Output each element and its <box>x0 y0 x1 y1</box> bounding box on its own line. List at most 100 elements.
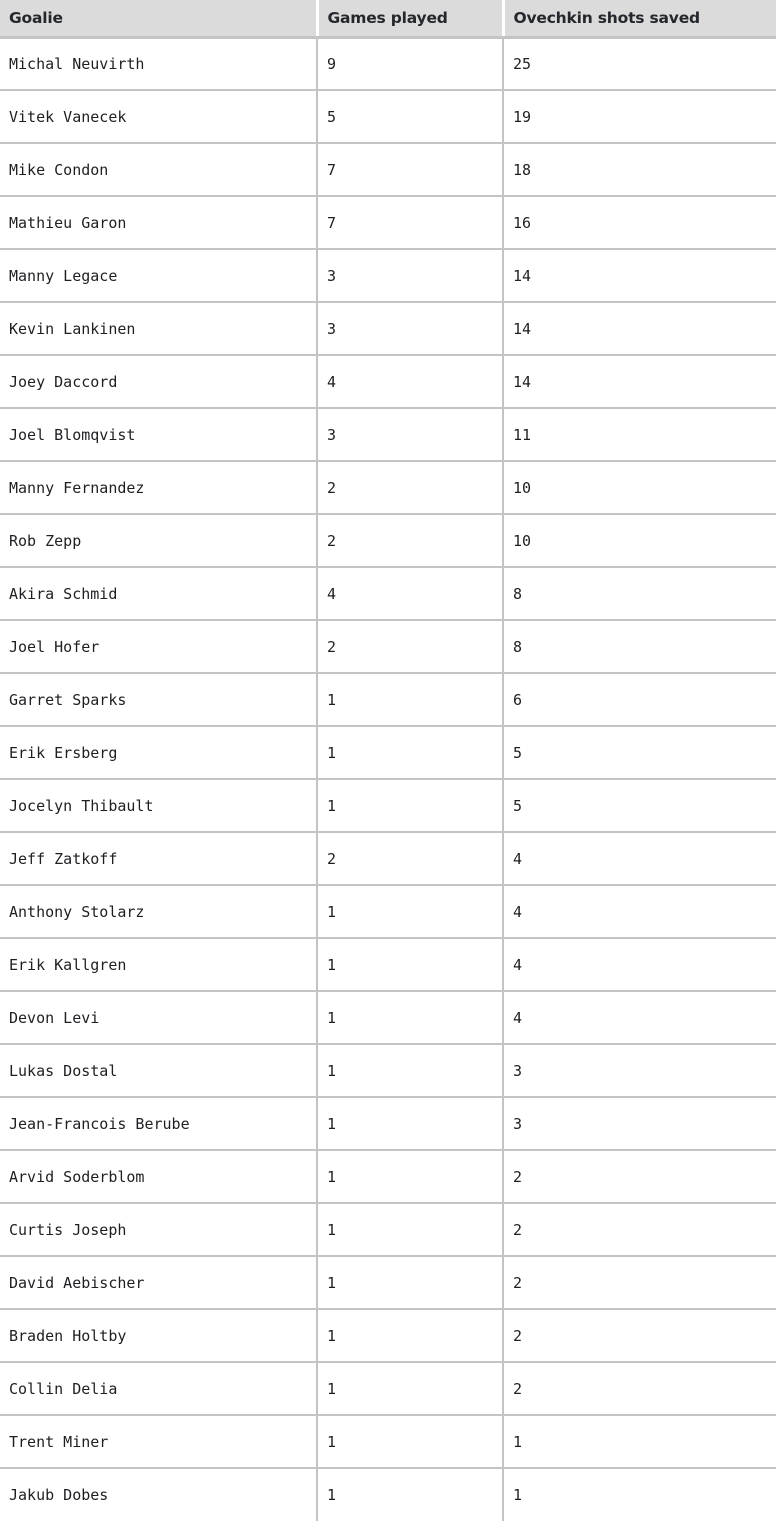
table-row: Anthony Stolarz 1 4 <box>0 885 776 939</box>
cell-games_played: 3 <box>317 302 504 356</box>
cell-goalie: Michal Neuvirth <box>0 37 318 91</box>
cell-goalie: Erik Ersberg <box>0 726 318 780</box>
table-row: Rob Zepp 2 10 <box>0 514 776 568</box>
cell-ovechkin_shots_saved: 25 <box>503 37 776 91</box>
table-row: Arvid Soderblom 1 2 <box>0 1150 776 1204</box>
cell-goalie: Joel Blomqvist <box>0 408 318 462</box>
table-row: Curtis Joseph 1 2 <box>0 1203 776 1257</box>
cell-goalie: Jocelyn Thibault <box>0 779 318 833</box>
table-row: Kevin Lankinen 3 14 <box>0 302 776 356</box>
table-row: Trent Miner 1 1 <box>0 1415 776 1469</box>
cell-games_played: 1 <box>317 779 504 833</box>
cell-goalie: Jeff Zatkoff <box>0 832 318 886</box>
table-row: Mathieu Garon 7 16 <box>0 196 776 250</box>
column-header-goalie[interactable]: Goalie <box>0 0 319 39</box>
cell-goalie: Curtis Joseph <box>0 1203 318 1257</box>
cell-ovechkin_shots_saved: 16 <box>503 196 776 250</box>
table-row: Mike Condon 7 18 <box>0 143 776 197</box>
cell-ovechkin_shots_saved: 10 <box>503 461 776 515</box>
cell-goalie: Mathieu Garon <box>0 196 318 250</box>
cell-games_played: 4 <box>317 355 504 409</box>
cell-games_played: 1 <box>317 726 504 780</box>
cell-goalie: Kevin Lankinen <box>0 302 318 356</box>
cell-games_played: 2 <box>317 514 504 568</box>
cell-games_played: 3 <box>317 408 504 462</box>
table-header-row: Goalie Games played Ovechkin shots saved <box>0 0 776 39</box>
cell-goalie: Erik Kallgren <box>0 938 318 992</box>
cell-goalie: Vitek Vanecek <box>0 90 318 144</box>
table-row: Manny Legace 3 14 <box>0 249 776 303</box>
cell-goalie: Manny Fernandez <box>0 461 318 515</box>
cell-goalie: Rob Zepp <box>0 514 318 568</box>
cell-games_played: 5 <box>317 90 504 144</box>
cell-goalie: Jakub Dobes <box>0 1468 318 1521</box>
cell-goalie: Manny Legace <box>0 249 318 303</box>
cell-games_played: 1 <box>317 1044 504 1098</box>
cell-ovechkin_shots_saved: 4 <box>503 991 776 1045</box>
table-row: Devon Levi 1 4 <box>0 991 776 1045</box>
cell-ovechkin_shots_saved: 1 <box>503 1415 776 1469</box>
table-row: Manny Fernandez 2 10 <box>0 461 776 515</box>
table-row: Joey Daccord 4 14 <box>0 355 776 409</box>
cell-ovechkin_shots_saved: 8 <box>503 567 776 621</box>
cell-games_played: 1 <box>317 1468 504 1521</box>
column-header-ovechkin-shots-saved[interactable]: Ovechkin shots saved <box>503 0 776 39</box>
cell-ovechkin_shots_saved: 11 <box>503 408 776 462</box>
table-row: Erik Kallgren 1 4 <box>0 938 776 992</box>
cell-games_played: 1 <box>317 1256 504 1310</box>
table-row: Lukas Dostal 1 3 <box>0 1044 776 1098</box>
cell-games_played: 1 <box>317 1362 504 1416</box>
cell-goalie: Jean-Francois Berube <box>0 1097 318 1151</box>
table-row: Jeff Zatkoff 2 4 <box>0 832 776 886</box>
table-row: Jocelyn Thibault 1 5 <box>0 779 776 833</box>
cell-games_played: 1 <box>317 1415 504 1469</box>
cell-games_played: 1 <box>317 673 504 727</box>
table-row: Akira Schmid 4 8 <box>0 567 776 621</box>
cell-ovechkin_shots_saved: 8 <box>503 620 776 674</box>
cell-ovechkin_shots_saved: 2 <box>503 1362 776 1416</box>
table-row: Braden Holtby 1 2 <box>0 1309 776 1363</box>
cell-games_played: 1 <box>317 1150 504 1204</box>
cell-ovechkin_shots_saved: 4 <box>503 832 776 886</box>
cell-games_played: 1 <box>317 1203 504 1257</box>
cell-goalie: Trent Miner <box>0 1415 318 1469</box>
cell-games_played: 1 <box>317 1097 504 1151</box>
cell-ovechkin_shots_saved: 14 <box>503 249 776 303</box>
table-row: Jakub Dobes 1 1 <box>0 1468 776 1521</box>
cell-games_played: 1 <box>317 885 504 939</box>
cell-ovechkin_shots_saved: 6 <box>503 673 776 727</box>
cell-goalie: Lukas Dostal <box>0 1044 318 1098</box>
cell-ovechkin_shots_saved: 19 <box>503 90 776 144</box>
table-row: Collin Delia 1 2 <box>0 1362 776 1416</box>
cell-games_played: 2 <box>317 832 504 886</box>
cell-games_played: 1 <box>317 938 504 992</box>
cell-goalie: Garret Sparks <box>0 673 318 727</box>
cell-goalie: Joey Daccord <box>0 355 318 409</box>
cell-goalie: David Aebischer <box>0 1256 318 1310</box>
cell-ovechkin_shots_saved: 14 <box>503 355 776 409</box>
table-row: David Aebischer 1 2 <box>0 1256 776 1310</box>
cell-ovechkin_shots_saved: 3 <box>503 1044 776 1098</box>
table-row: Erik Ersberg 1 5 <box>0 726 776 780</box>
table-header: Goalie Games played Ovechkin shots saved <box>0 0 776 39</box>
cell-games_played: 2 <box>317 620 504 674</box>
cell-ovechkin_shots_saved: 3 <box>503 1097 776 1151</box>
table-row: Vitek Vanecek 5 19 <box>0 90 776 144</box>
cell-games_played: 1 <box>317 991 504 1045</box>
cell-goalie: Devon Levi <box>0 991 318 1045</box>
cell-ovechkin_shots_saved: 4 <box>503 938 776 992</box>
cell-ovechkin_shots_saved: 5 <box>503 779 776 833</box>
cell-games_played: 4 <box>317 567 504 621</box>
table-body: Michal Neuvirth 9 25 Vitek Vanecek 5 19 Mike C… <box>0 37 776 1521</box>
column-header-games-played[interactable]: Games played <box>317 0 505 39</box>
cell-ovechkin_shots_saved: 18 <box>503 143 776 197</box>
cell-ovechkin_shots_saved: 5 <box>503 726 776 780</box>
table-row: Joel Blomqvist 3 11 <box>0 408 776 462</box>
cell-goalie: Joel Hofer <box>0 620 318 674</box>
cell-games_played: 7 <box>317 196 504 250</box>
cell-goalie: Anthony Stolarz <box>0 885 318 939</box>
table-row: Joel Hofer 2 8 <box>0 620 776 674</box>
cell-ovechkin_shots_saved: 2 <box>503 1203 776 1257</box>
